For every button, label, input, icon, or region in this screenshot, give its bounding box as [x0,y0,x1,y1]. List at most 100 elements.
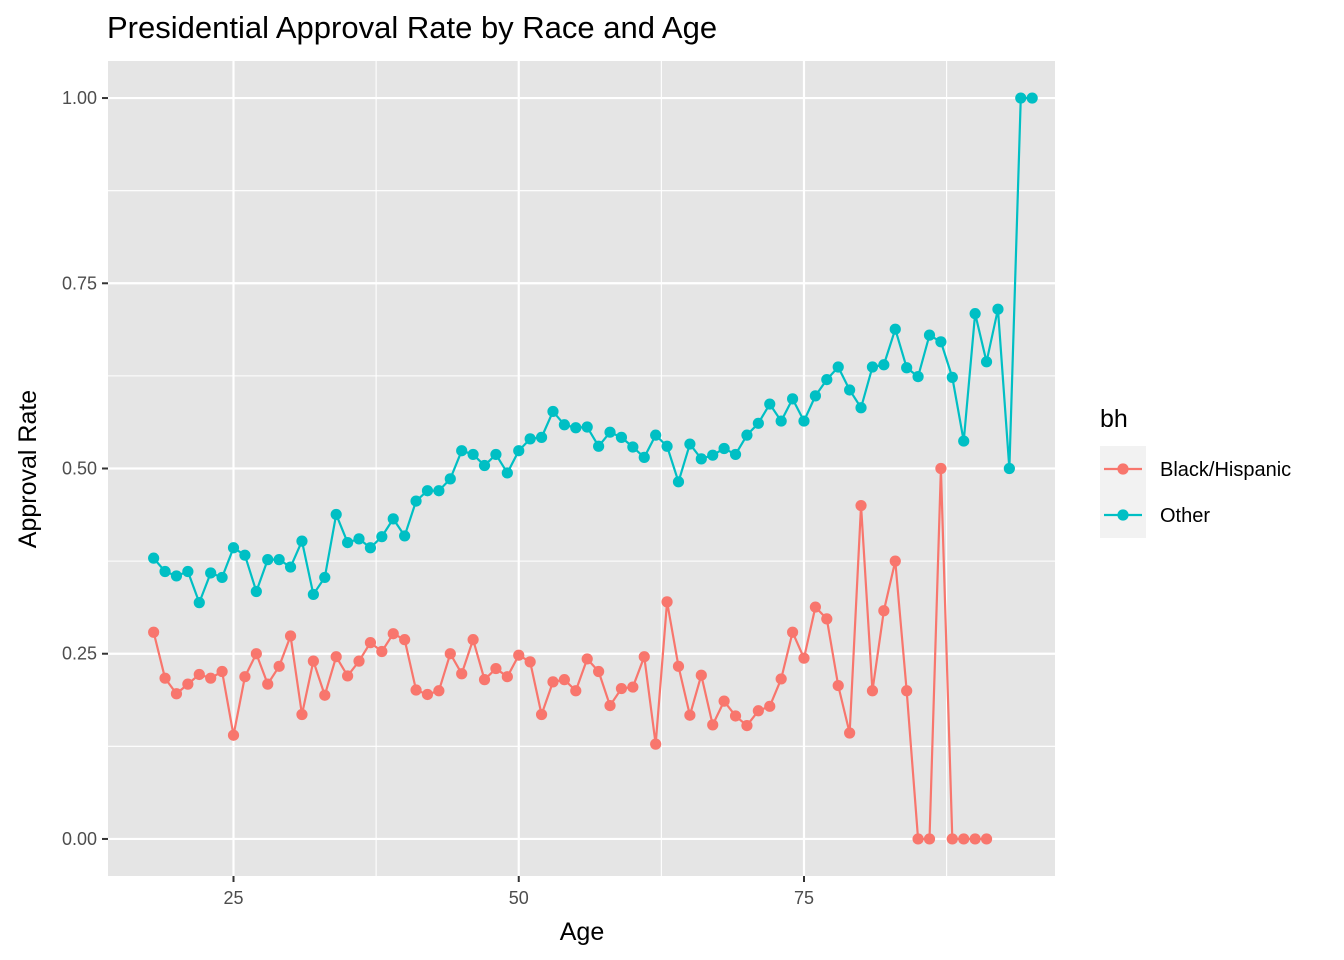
data-point [410,495,422,507]
data-point [307,655,319,667]
data-point [170,688,183,700]
data-point [421,485,434,497]
y-tick-label: 0.25 [62,644,97,664]
chart-title: Presidential Approval Rate by Race and A… [107,10,717,45]
data-point [330,508,342,521]
data-point [547,676,559,688]
x-axis: 25 50 75 [223,876,814,908]
x-axis-title: Age [560,918,604,946]
data-point [889,323,901,335]
legend-label: Other [1160,505,1210,527]
data-point [923,833,936,845]
data-point [467,448,479,461]
data-point [684,438,696,450]
data-point [764,398,776,410]
data-point [741,719,753,732]
data-point [615,431,628,443]
series-black-hispanic [148,462,993,845]
data-point [615,682,628,695]
data-point [969,833,981,845]
data-point [193,668,205,681]
data-point [627,441,639,453]
data-point [490,448,502,461]
data-point [707,449,719,461]
data-point [672,476,685,488]
data-point [170,570,183,582]
data-point [456,445,468,457]
data-point [250,648,262,660]
data-point [444,648,456,660]
data-point [958,833,970,845]
data-point [638,451,650,463]
data-point [718,695,730,707]
data-point [159,565,171,578]
data-point [980,833,993,845]
data-point [1003,462,1015,475]
data-point [798,652,810,664]
data-point [284,561,297,573]
data-point [581,421,593,433]
data-point [410,684,422,696]
data-point [342,670,354,682]
data-point [604,426,616,438]
x-tick-label: 75 [794,888,814,908]
data-point [866,685,879,697]
data-point [456,668,468,680]
legend-title: bh [1100,405,1128,433]
data-point [707,719,719,731]
data-point [444,473,456,485]
data-point [330,651,342,663]
data-point [182,565,194,578]
data-point [855,402,867,414]
data-point [319,571,331,584]
data-point [695,453,707,465]
data-point [889,555,901,567]
legend-item: Other [1100,492,1210,538]
data-point [399,634,411,646]
data-point [786,626,799,638]
data-point [809,601,821,613]
legend-key-point [1117,509,1129,521]
data-point [764,700,776,712]
data-point [205,672,217,684]
series-line [152,467,987,841]
data-point [535,431,548,443]
data-point [239,549,251,561]
data-point [513,445,525,457]
series-other [148,92,1038,609]
data-point [399,530,411,542]
data-point [980,356,993,368]
data-point [912,833,924,845]
data-point [809,390,821,402]
data-point [935,336,947,348]
data-point [273,660,285,672]
legend-item: Black/Hispanic [1100,446,1291,492]
data-point [558,674,570,686]
data-point [650,738,662,750]
data-point [319,689,331,701]
data-point [661,596,673,608]
data-point [946,833,958,845]
data-point [284,630,297,642]
data-point [513,649,525,661]
data-point [205,567,217,579]
data-point [593,440,605,452]
y-tick-label: 1.00 [62,88,97,108]
plot-panel [108,61,1055,876]
data-point [524,433,536,445]
data-point [296,708,308,721]
data-point [353,655,365,667]
data-point [878,359,890,371]
data-point [421,688,434,701]
data-point [216,665,228,678]
data-point [148,626,160,638]
data-point [741,429,753,441]
data-point [478,674,491,686]
data-point [844,384,856,396]
data-point [821,373,833,386]
data-point [193,597,205,609]
data-point [912,371,924,383]
data-point [296,535,308,547]
data-point [262,678,274,690]
